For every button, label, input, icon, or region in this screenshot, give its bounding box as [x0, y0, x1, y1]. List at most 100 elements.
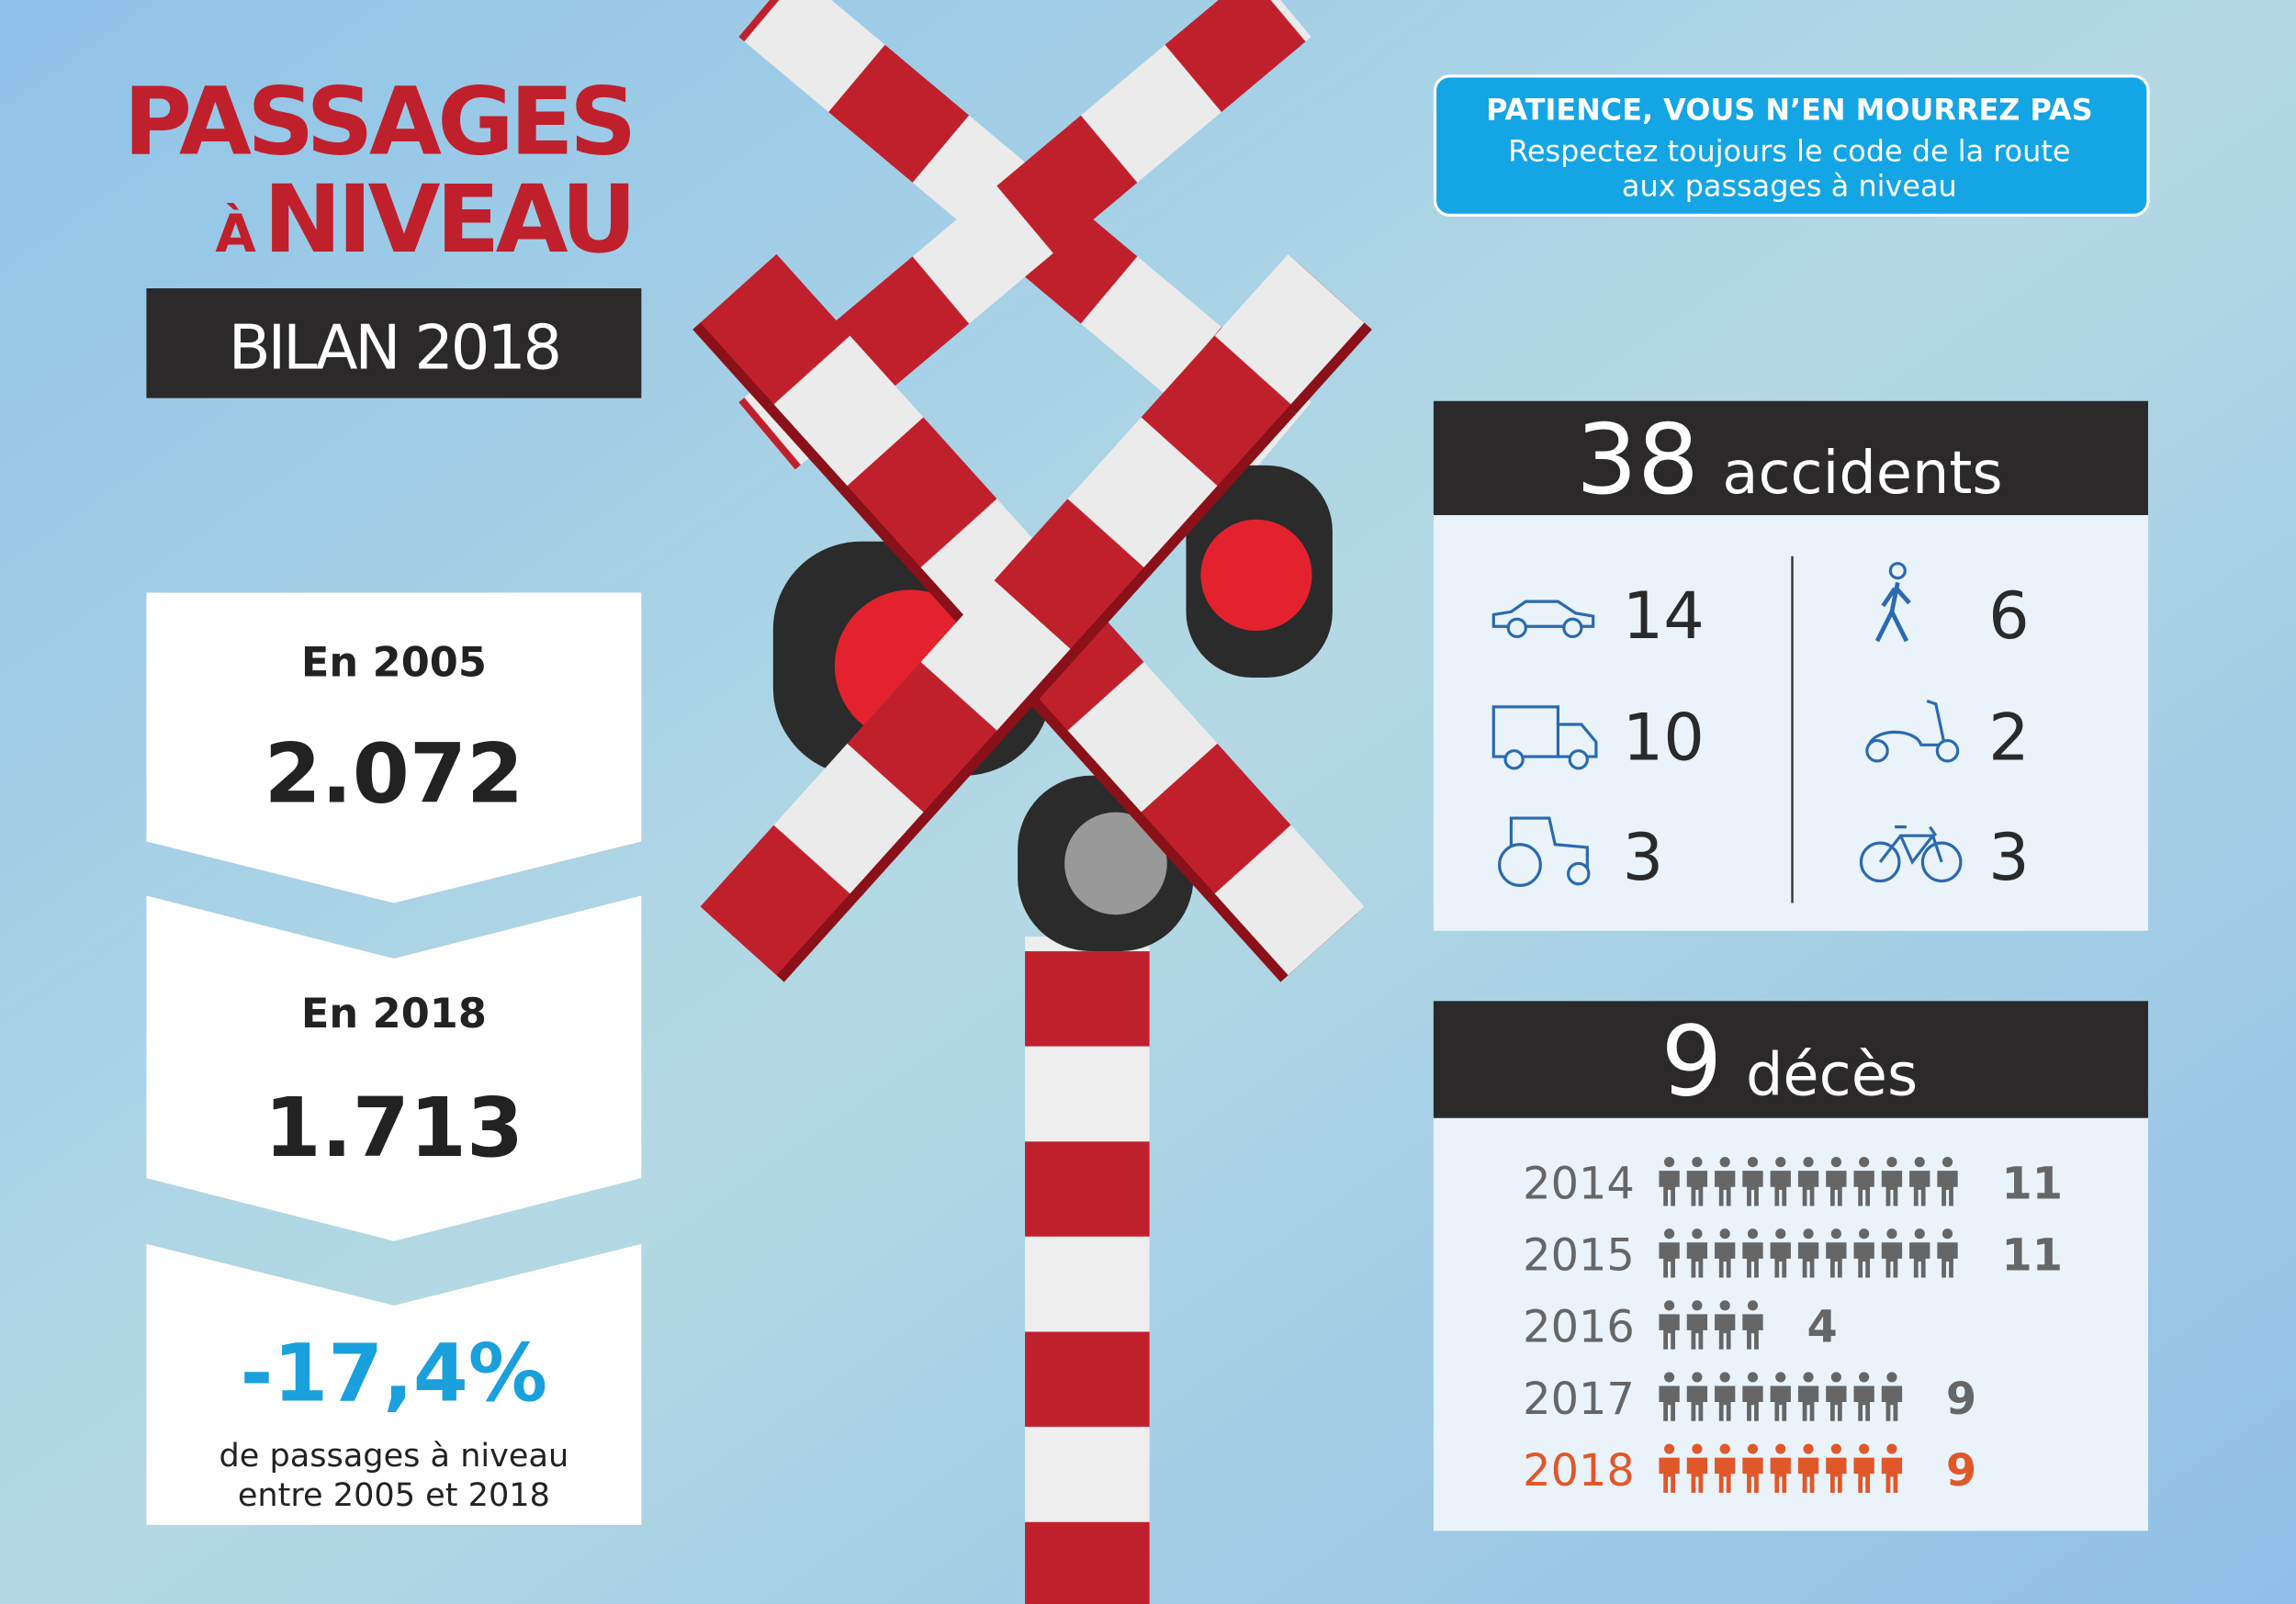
icon-part — [1878, 825, 1943, 865]
pole — [1025, 937, 1150, 1604]
icon-part — [1742, 1242, 1763, 1278]
title-word: NIVEAU — [264, 165, 633, 275]
icon-part — [1692, 1157, 1703, 1168]
icon-part — [1719, 1157, 1730, 1168]
icon-part — [1659, 1385, 1680, 1421]
person-icon — [1742, 1228, 1763, 1278]
icon-part — [1692, 1300, 1703, 1311]
icon-part — [1715, 1385, 1736, 1421]
icon-part — [1686, 1171, 1708, 1206]
vehicle-icon — [1874, 562, 1911, 643]
accident-count: 3 — [1623, 820, 1664, 895]
icon-part — [1747, 1157, 1759, 1168]
change-value: -17,4% — [241, 1328, 547, 1419]
person-icon — [1715, 1372, 1736, 1421]
deaths-heading: 9 décès — [1661, 1004, 1919, 1117]
icon-part — [1830, 1228, 1841, 1239]
icon-part — [1659, 1457, 1680, 1493]
notice-box — [1433, 74, 2150, 217]
card — [146, 592, 642, 903]
icon-part — [1803, 1443, 1814, 1454]
front-cross — [692, 253, 1372, 982]
icon-part — [1719, 1372, 1730, 1383]
person-icon — [1797, 1157, 1819, 1206]
icon-part — [1826, 1457, 1847, 1493]
notice-title: PATIENCE, VOUS N’EN MOURREZ PAS — [1486, 93, 2092, 128]
icon-part — [1692, 1443, 1703, 1454]
icon-part — [1881, 1457, 1903, 1493]
person-icon — [1770, 1228, 1791, 1278]
person-icon — [1853, 1228, 1874, 1278]
person-icon — [1715, 1300, 1736, 1350]
person-icon — [1686, 1372, 1708, 1421]
icon-part — [1562, 617, 1583, 638]
icon-part — [1830, 1372, 1841, 1383]
icon-part — [1909, 1242, 1930, 1278]
icon-part — [1941, 1157, 1953, 1168]
notice-text: Respectez toujours le code de la route — [1508, 133, 2070, 168]
deaths-count: 9 — [1661, 1004, 1723, 1117]
icon-part — [1506, 617, 1527, 638]
icon-part — [1859, 1157, 1870, 1168]
icon-part — [1770, 1457, 1791, 1493]
deaths-label: décès — [1746, 1041, 1918, 1109]
accident-count: 10 — [1623, 700, 1705, 775]
person-icon — [1659, 1443, 1680, 1493]
icon-part — [1853, 1171, 1874, 1206]
icon-part — [1803, 1372, 1814, 1383]
title: À NIVEAU — [215, 165, 632, 275]
icon-part — [1770, 1171, 1791, 1206]
icon-part — [1742, 1385, 1763, 1421]
icon-part — [1568, 749, 1589, 770]
icon-part — [1692, 1228, 1703, 1239]
person-icon — [1659, 1228, 1680, 1278]
person-icon — [1909, 1157, 1930, 1206]
person-icon — [1742, 1443, 1763, 1493]
year-label: En 2005 — [301, 638, 487, 686]
accident-count: 3 — [1988, 820, 2030, 895]
icon-part — [1664, 1300, 1675, 1311]
person-icon — [1659, 1157, 1680, 1206]
icon-part — [1859, 1443, 1870, 1454]
icon-part — [1747, 1228, 1759, 1239]
accidents-heading: 38 accidents — [1576, 403, 2003, 516]
person-icon — [1853, 1157, 1874, 1206]
icon-part — [1937, 1242, 1958, 1278]
icon-part — [1498, 843, 1542, 887]
person-icon — [1826, 1157, 1847, 1206]
person-icon — [1826, 1228, 1847, 1278]
person-icon — [1686, 1157, 1708, 1206]
year: 2018 — [1523, 1446, 1635, 1497]
icon-part — [1719, 1300, 1730, 1311]
person-icon — [1881, 1443, 1903, 1493]
subtitle-box — [146, 288, 642, 398]
icon-part — [1935, 738, 1960, 763]
off-light — [1064, 812, 1167, 915]
vehicle-icon — [1498, 816, 1591, 887]
person-icon — [1826, 1443, 1847, 1493]
deaths-list: 2014 11 2015 11 2016 4 2017 9 2018 9 — [1523, 1157, 2063, 1497]
notice-text: aux passages à niveau — [1622, 169, 1957, 204]
person-icon — [1937, 1228, 1958, 1278]
icon-part — [1715, 1457, 1736, 1493]
icon-part — [1686, 1385, 1708, 1421]
icon-part — [1853, 1385, 1874, 1421]
accident-count: 6 — [1988, 578, 2030, 654]
person-icon — [1881, 1228, 1903, 1278]
icon-part — [1715, 1314, 1736, 1350]
year: 2017 — [1523, 1374, 1635, 1425]
icon-part — [1742, 1314, 1763, 1350]
person-icon — [1742, 1157, 1763, 1206]
icon-part — [1886, 1228, 1897, 1239]
icon-part — [1659, 1242, 1680, 1278]
icon-part — [1914, 1157, 1925, 1168]
change-text: de passages à niveau — [219, 1437, 569, 1475]
icon-part — [1686, 1457, 1708, 1493]
icon-part — [1881, 1242, 1903, 1278]
icon-part — [1797, 1385, 1819, 1421]
card — [146, 895, 642, 1241]
icon-part — [1826, 1385, 1847, 1421]
death-count: 9 — [1946, 1446, 1976, 1497]
icon-part — [1886, 1372, 1897, 1383]
icon-part — [1742, 1171, 1763, 1206]
